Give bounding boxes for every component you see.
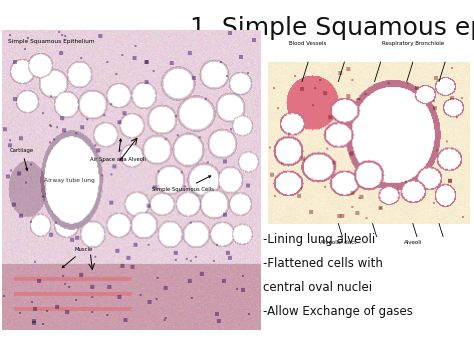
Text: 1. Simple Squamous epithelium: 1. Simple Squamous epithelium [190,16,474,40]
Text: Airway tube lung: Airway tube lung [44,178,95,183]
Text: Air Space ada Alveoli: Air Space ada Alveoli [90,139,146,162]
Text: -Lining lung alveoli: -Lining lung alveoli [263,233,375,246]
Text: Alveolar duct: Alveolar duct [320,240,356,245]
Text: Cartilage: Cartilage [10,148,34,170]
Text: Alveoli: Alveoli [404,240,422,245]
Text: -Allow Exchange of gases: -Allow Exchange of gases [263,305,413,318]
Text: Muscle: Muscle [62,247,93,268]
Text: Blood Vessels: Blood Vessels [290,41,327,46]
Text: Simple Squamous Cells: Simple Squamous Cells [152,176,214,192]
Text: Simple Squamous Epithelium: Simple Squamous Epithelium [8,39,94,44]
Text: -Flattened cells with: -Flattened cells with [263,257,383,270]
Text: Respiratory Bronchiole: Respiratory Bronchiole [382,41,444,46]
Text: central oval nuclei: central oval nuclei [263,281,372,294]
